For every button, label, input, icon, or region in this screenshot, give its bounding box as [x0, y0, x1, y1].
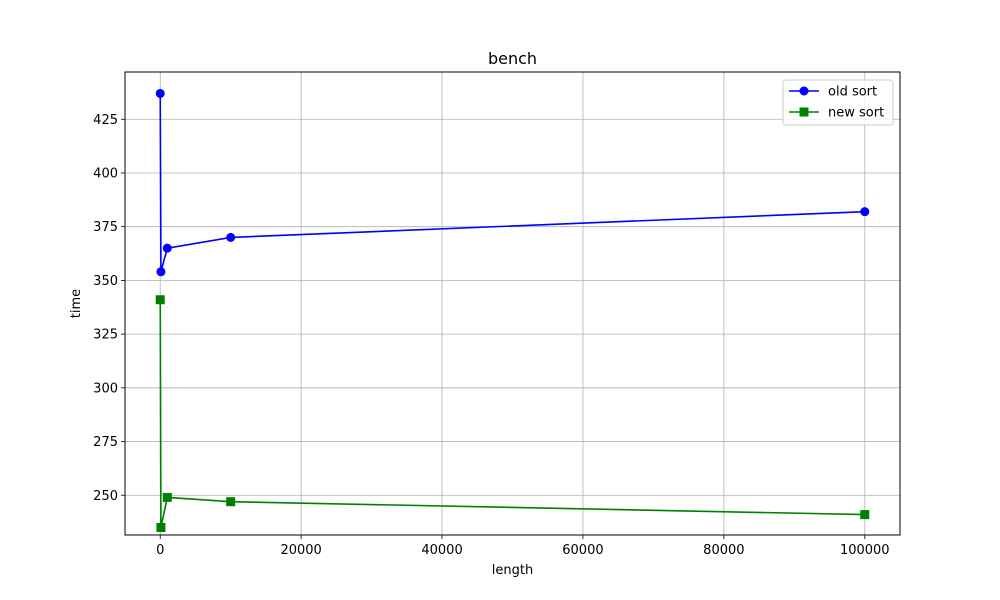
y-tick-label: 325 [93, 328, 118, 343]
y-tick-label: 275 [93, 435, 118, 450]
data-point-new-sort [156, 522, 166, 532]
y-tick-label: 400 [93, 166, 118, 181]
series-layer [155, 88, 870, 532]
y-axis-label: time [69, 289, 84, 318]
x-tick-label: 80000 [703, 543, 744, 558]
legend-label-old-sort: old sort [828, 85, 877, 100]
plot-frame [124, 71, 901, 536]
legend-marker-old-sort [799, 86, 809, 96]
y-tick-label: 350 [93, 274, 118, 289]
data-point-new-sort [162, 492, 172, 502]
axis-ticks: 0 20000 40000 60000 80000 100000 250 275 300 325 3… [93, 113, 889, 558]
chart-title: bench [488, 49, 537, 68]
legend: old sort new sort [782, 79, 894, 126]
x-tick-label: 100000 [840, 543, 890, 558]
legend-marker-new-sort [799, 107, 809, 117]
data-point-old-sort [156, 267, 166, 277]
data-point-old-sort [155, 88, 165, 98]
x-tick-label: 0 [156, 543, 164, 558]
data-point-new-sort [155, 295, 165, 305]
data-point-new-sort [860, 510, 870, 520]
legend-label-new-sort: new sort [828, 106, 884, 121]
grid [125, 72, 900, 535]
y-tick-label: 250 [93, 489, 118, 504]
x-tick-label: 60000 [562, 543, 603, 558]
data-point-new-sort [226, 497, 236, 507]
y-tick-label: 425 [93, 113, 118, 128]
data-point-old-sort [162, 243, 172, 253]
data-point-old-sort [860, 207, 870, 217]
x-tick-label: 40000 [421, 543, 462, 558]
x-tick-label: 20000 [280, 543, 321, 558]
series-line-old-sort [159, 93, 865, 273]
y-tick-label: 375 [93, 220, 118, 235]
y-tick-label: 300 [93, 381, 118, 396]
x-axis-label: length [492, 563, 533, 578]
data-point-old-sort [226, 232, 236, 242]
